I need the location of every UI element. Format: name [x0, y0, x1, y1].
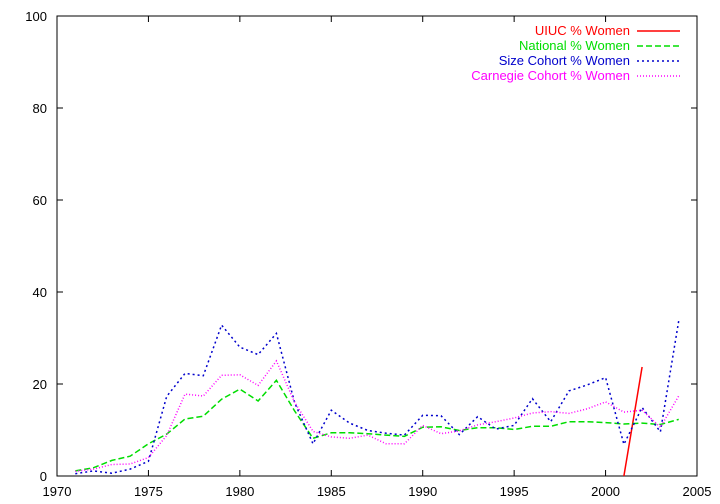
x-tick-label: 2000 — [591, 484, 620, 499]
series-line-carnegie-cohort-women — [75, 359, 680, 473]
legend-label: Size Cohort % Women — [499, 53, 630, 68]
y-tick-label: 20 — [33, 377, 47, 392]
legend-label: National % Women — [519, 38, 630, 53]
x-tick-label: 1970 — [43, 484, 72, 499]
y-tick-label: 80 — [33, 101, 47, 116]
series-layer — [75, 320, 680, 477]
x-tick-label: 1990 — [408, 484, 437, 499]
series-line-uiuc-women — [623, 366, 643, 477]
x-tick-label: 2005 — [683, 484, 712, 499]
x-axis: 1970 1975 1980 1985 1990 1995 2000 2005 — [43, 16, 712, 499]
y-axis: 0 20 40 60 80 100 — [25, 9, 697, 484]
y-tick-label: 60 — [33, 193, 47, 208]
plot-frame — [56, 15, 698, 477]
y-tick-label: 100 — [25, 9, 47, 24]
y-tick-label: 40 — [33, 285, 47, 300]
y-tick-label: 0 — [40, 469, 47, 484]
x-tick-label: 1985 — [317, 484, 346, 499]
x-tick-label: 1980 — [225, 484, 254, 499]
x-tick-label: 1975 — [134, 484, 163, 499]
legend-label: Carnegie Cohort % Women — [471, 68, 630, 83]
series-line-national-women — [75, 379, 679, 472]
series-line-size-cohort-women — [75, 320, 680, 475]
legend-label: UIUC % Women — [535, 23, 630, 38]
x-tick-label: 1995 — [500, 484, 529, 499]
